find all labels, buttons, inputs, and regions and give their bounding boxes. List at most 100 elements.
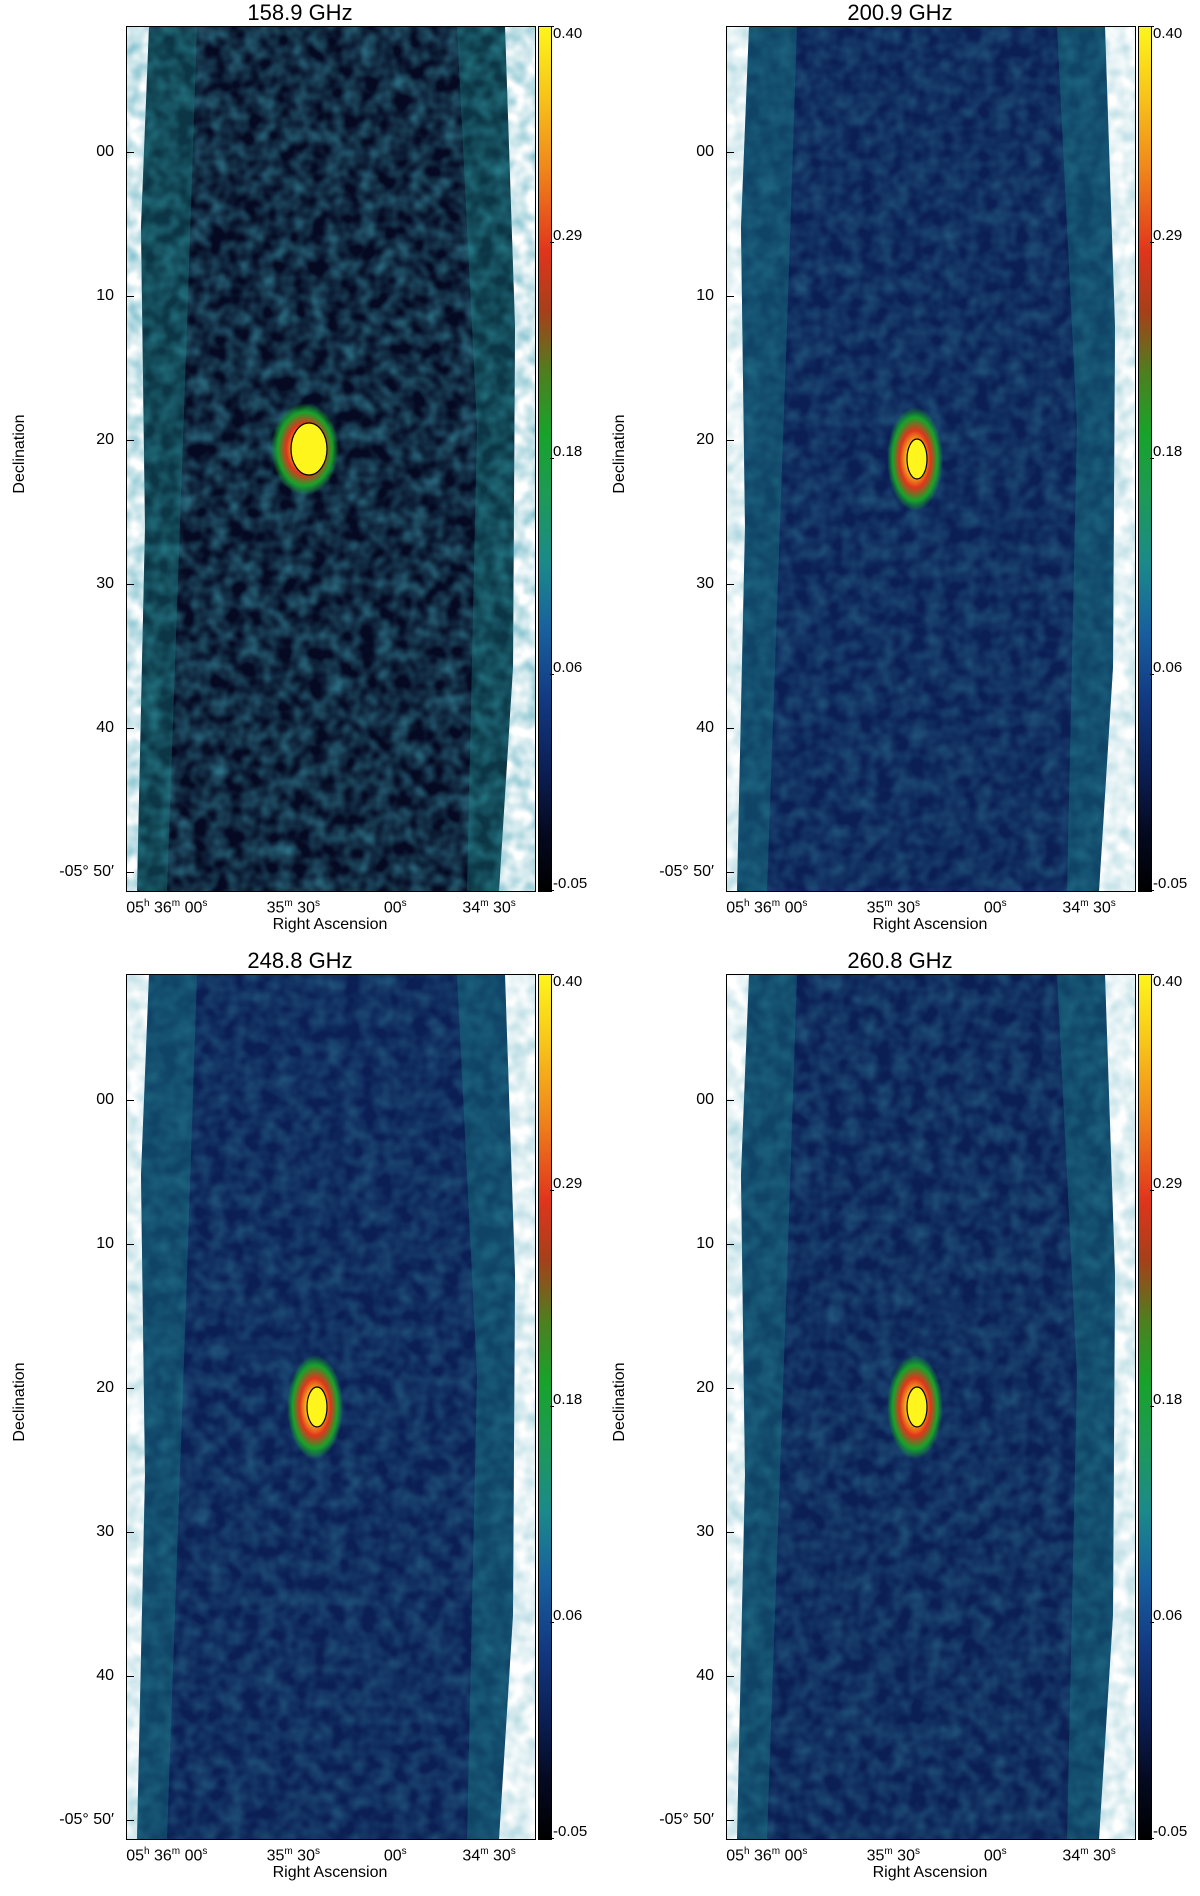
dec-tick-label: 00 [96,1091,114,1108]
dec-tick-mark [126,440,134,441]
colorbar-tick-mark [1150,1406,1154,1407]
y-axis-label: Declination [11,1362,28,1442]
y-axis-label: Declination [11,414,28,494]
intensity-map [726,974,1136,1840]
x-axis-label: Right Ascension [872,1864,988,1881]
x-axis-label: Right Ascension [872,916,988,933]
dec-tick-label: 40 [696,719,714,736]
dec-tick-mark [726,440,734,441]
dec-tick-label: 10 [96,1235,114,1252]
dec-tick-label: 40 [96,719,114,736]
dec-tick-mark [126,728,134,729]
x-axis-label: Right Ascension [272,1864,388,1881]
y-axis-label: Declination [611,1362,628,1442]
map-image [127,975,535,1839]
colorbar-tick-label: -0.05 [553,875,588,892]
dec-tick-mark [126,1676,134,1677]
colorbar-tick-mark [550,1622,554,1623]
dec-tick-label: 40 [96,1667,114,1684]
colorbar-tick-mark [1150,26,1154,27]
colorbar-tick-label: 0.29 [1153,1175,1183,1192]
dec-tick-mark [726,1676,734,1677]
intensity-map [126,974,536,1840]
colorbar-tick-label: 0.40 [1153,973,1183,990]
ra-tick-label: 05h 36m 00s [126,898,208,917]
colorbar-tick-label: 0.18 [553,1391,583,1408]
dec-tick-mark [726,1820,734,1821]
map-image [727,27,1135,891]
colorbar [1138,26,1152,892]
colorbar-tick-mark [1150,674,1154,675]
colorbar-tick-mark [1150,1838,1154,1839]
dec-tick-mark [126,1100,134,1101]
colorbar-tick-mark [550,26,554,27]
ra-tick-label: 05h 36m 00s [126,1846,208,1865]
colorbar-tick-mark [550,1190,554,1191]
ra-tick-label: 35m 30s [266,898,320,917]
colorbar-tick-mark [550,1406,554,1407]
dec-tick-label: -05° 50′ [59,863,114,880]
map-panel-3: 248.8 GHz [0,948,600,1896]
colorbar-tick-mark [1150,458,1154,459]
dec-tick-label: -05° 50′ [659,863,714,880]
dec-tick-label: 20 [96,431,114,448]
ra-tick-label: 00s [983,1846,1007,1865]
dec-tick-label: 20 [696,431,714,448]
colorbar-tick-label: -0.05 [1153,1823,1188,1840]
colorbar-tick-label: 0.06 [1153,1607,1183,1624]
ra-tick-label: 00s [383,898,407,917]
colorbar-tick-label: 0.29 [553,1175,583,1192]
colorbar-tick-mark [550,974,554,975]
dec-tick-mark [726,584,734,585]
ra-tick-label: 35m 30s [266,1846,320,1865]
y-axis-label: Declination [611,414,628,494]
colorbar [538,26,552,892]
dec-tick-mark [726,296,734,297]
dec-tick-label: 40 [696,1667,714,1684]
dec-tick-label: 30 [696,1523,714,1540]
dec-tick-mark [726,728,734,729]
colorbar-tick-label: 0.29 [1153,227,1183,244]
dec-tick-label: 30 [696,575,714,592]
dec-tick-mark [126,1388,134,1389]
colorbar-tick-label: 0.18 [1153,1391,1183,1408]
colorbar-tick-label: 0.18 [1153,443,1183,460]
dec-tick-label: 00 [96,143,114,160]
dec-tick-label: 20 [96,1379,114,1396]
colorbar-tick-mark [550,242,554,243]
dec-tick-label: 10 [696,287,714,304]
colorbar [538,974,552,1840]
ra-tick-label: 34m 30s [1062,1846,1116,1865]
dec-tick-mark [126,1532,134,1533]
colorbar-tick-label: 0.06 [553,659,583,676]
colorbar-tick-label: -0.05 [1153,875,1188,892]
colorbar-tick-mark [1150,242,1154,243]
dec-tick-label: -05° 50′ [59,1811,114,1828]
dec-tick-mark [126,872,134,873]
ra-tick-label: 00s [983,898,1007,917]
dec-tick-mark [726,1100,734,1101]
dec-tick-label: 30 [96,575,114,592]
colorbar-tick-mark [1150,974,1154,975]
ra-tick-label: 00s [383,1846,407,1865]
dec-tick-mark [126,1820,134,1821]
dec-tick-mark [726,1388,734,1389]
x-axis-label: Right Ascension [272,916,388,933]
colorbar-tick-mark [550,674,554,675]
intensity-map [726,26,1136,892]
ra-tick-label: 35m 30s [866,898,920,917]
colorbar-tick-label: 0.18 [553,443,583,460]
dec-tick-mark [726,1244,734,1245]
dec-tick-mark [126,296,134,297]
map-image [727,975,1135,1839]
colorbar-tick-label: 0.06 [553,1607,583,1624]
ra-tick-label: 05h 36m 00s [726,1846,808,1865]
ra-tick-label: 34m 30s [462,898,516,917]
map-image [127,27,535,891]
dec-tick-mark [126,152,134,153]
colorbar [1138,974,1152,1840]
dec-tick-label: -05° 50′ [659,1811,714,1828]
dec-tick-mark [726,1532,734,1533]
colorbar-tick-mark [550,458,554,459]
colorbar-tick-mark [550,890,554,891]
